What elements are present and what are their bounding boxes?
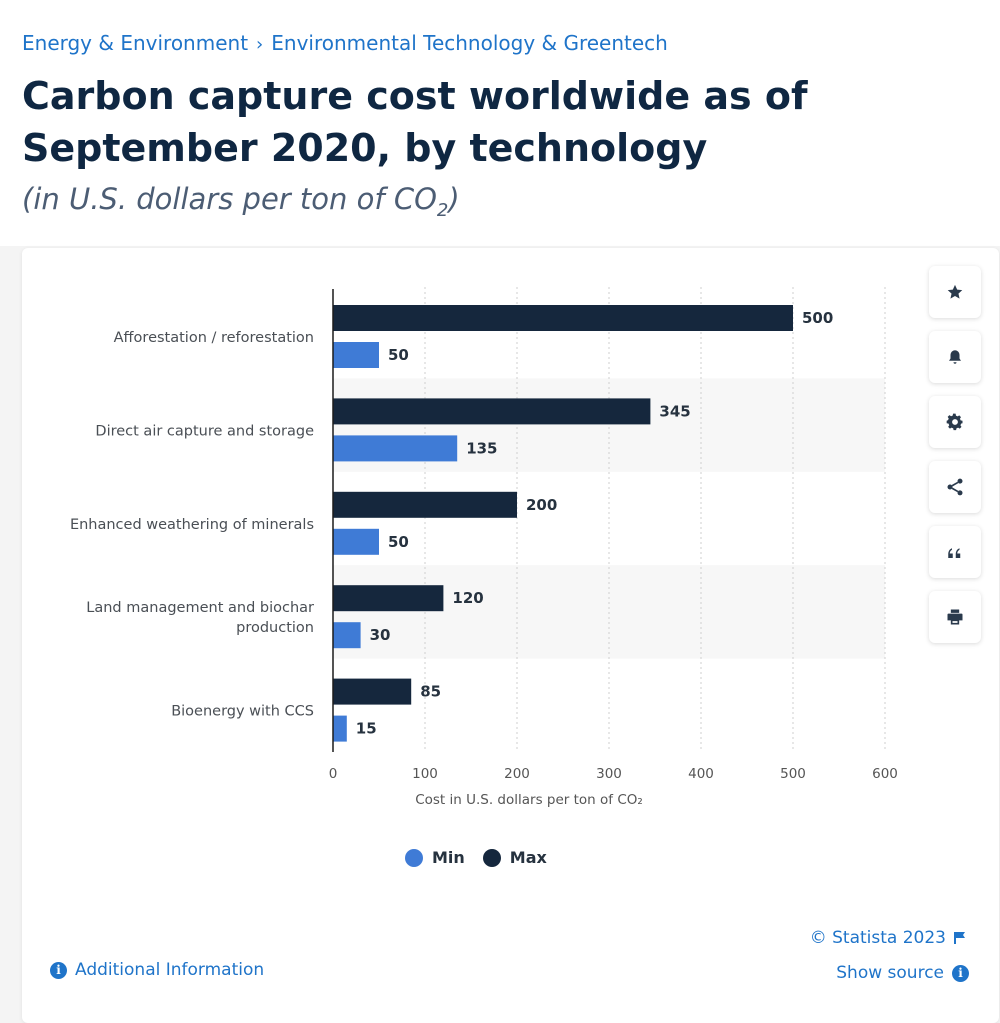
x-tick-label: 300: [596, 766, 622, 782]
header-area: Energy & Environment › Environmental Techn…: [0, 0, 1000, 246]
chart-card: 500 50 Afforestation / reforestation 345 135…: [22, 248, 999, 1023]
category-label: Direct air capture and storage: [95, 423, 314, 439]
subtitle-suffix: ): [448, 182, 460, 216]
flag-icon: [954, 932, 965, 944]
breadcrumb-link-greentech[interactable]: Environmental Technology & Greentech: [271, 31, 668, 55]
info-icon: i: [952, 964, 969, 982]
bar-min: [333, 715, 347, 742]
legend-dot-min: [405, 848, 423, 867]
favorite-button[interactable]: [929, 266, 981, 318]
chart-legend: Min Max: [405, 848, 547, 867]
data-label: 345: [659, 402, 690, 420]
additional-information-link[interactable]: i Additional Information: [50, 960, 264, 980]
x-tick-label: 400: [688, 766, 714, 782]
page-title: Carbon capture cost worldwide as of Sept…: [22, 74, 808, 170]
data-label: 30: [370, 626, 391, 644]
category-label: Land management and biochar: [86, 600, 314, 616]
x-tick-label: 500: [780, 766, 806, 782]
print-button[interactable]: [929, 591, 981, 643]
bar-min: [333, 342, 379, 368]
data-label: 85: [420, 683, 441, 701]
data-label: 15: [356, 720, 377, 738]
subtitle-subscript: 2: [436, 199, 449, 221]
legend-label-min: Min: [432, 848, 465, 867]
cite-button[interactable]: [929, 526, 981, 578]
gear-icon: [946, 413, 963, 431]
star-icon: [947, 284, 963, 299]
x-tick-label: 100: [412, 766, 438, 782]
x-tick-label: 200: [504, 766, 530, 782]
x-tick-label: 600: [872, 766, 898, 782]
info-icon: i: [50, 961, 67, 979]
bar-max: [333, 678, 412, 705]
bar-min: [333, 435, 458, 462]
bar-max: [333, 585, 444, 612]
legend-item-min[interactable]: Min: [405, 848, 465, 867]
data-label: 200: [526, 496, 557, 514]
category-label: Afforestation / reforestation: [114, 330, 314, 346]
bar-max: [333, 398, 651, 425]
show-source-label: Show source: [836, 963, 944, 983]
share-icon: [947, 478, 963, 496]
share-button[interactable]: [929, 461, 981, 513]
settings-button[interactable]: [929, 396, 981, 448]
x-axis-title: Cost in U.S. dollars per ton of CO₂: [415, 792, 643, 808]
subtitle-text: (in U.S. dollars per ton of CO: [22, 182, 437, 216]
bar-max: [333, 491, 517, 518]
legend-item-max[interactable]: Max: [482, 848, 547, 867]
bell-icon: [949, 350, 961, 364]
breadcrumb-link-energy[interactable]: Energy & Environment: [22, 31, 249, 55]
show-source-link[interactable]: Show source i: [836, 963, 969, 983]
copyright-statista[interactable]: © Statista 2023: [810, 928, 966, 948]
data-label: 135: [466, 439, 497, 457]
page-subtitle: (in U.S. dollars per ton of CO2): [22, 182, 460, 221]
category-label: Bioenergy with CCS: [171, 704, 314, 720]
bar-min: [333, 622, 361, 649]
category-label: production: [236, 620, 314, 636]
data-label: 120: [452, 589, 483, 607]
legend-label-max: Max: [509, 848, 547, 867]
legend-dot-max: [482, 848, 501, 867]
category-label: Enhanced weathering of minerals: [70, 517, 314, 533]
data-label: 50: [388, 346, 409, 364]
row-band: [333, 565, 885, 659]
data-label: 50: [388, 533, 409, 551]
quote-icon: [948, 548, 961, 558]
data-label: 500: [802, 309, 833, 327]
bar-max: [333, 305, 793, 331]
additional-information-label: Additional Information: [75, 960, 265, 980]
print-icon: [947, 609, 963, 625]
chart-toolbar: [929, 266, 983, 656]
notification-button[interactable]: [929, 331, 981, 383]
copyright-text: © Statista 2023: [809, 928, 946, 948]
x-tick-label: 0: [329, 766, 338, 782]
breadcrumb: Energy & Environment › Environmental Techn…: [22, 31, 668, 55]
bar-min: [333, 528, 379, 555]
breadcrumb-separator: ›: [256, 34, 264, 55]
